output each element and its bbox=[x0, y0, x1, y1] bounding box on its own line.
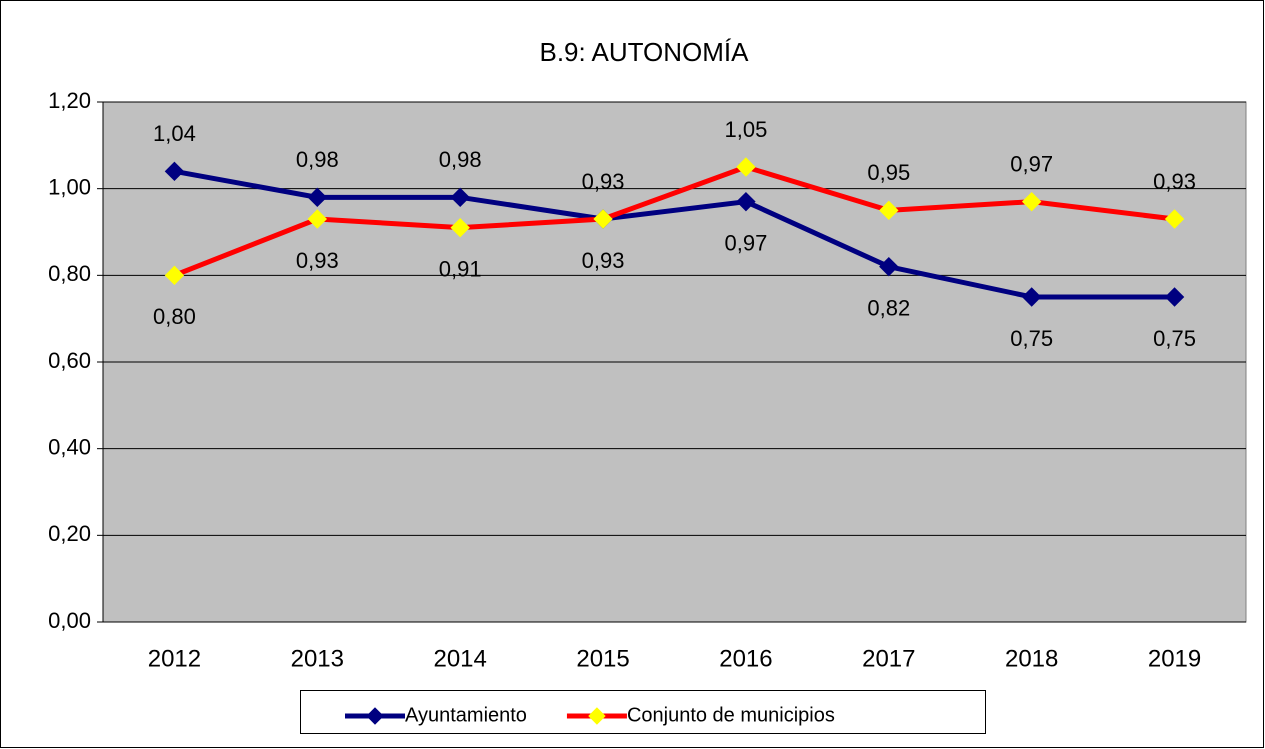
x-tick-label: 2018 bbox=[1005, 645, 1058, 672]
marker bbox=[450, 217, 470, 238]
data-label: 0,93 bbox=[296, 248, 339, 273]
x-tick-label: 2013 bbox=[291, 645, 344, 672]
marker bbox=[736, 191, 756, 212]
marker bbox=[1021, 287, 1042, 307]
legend-marker bbox=[366, 707, 384, 725]
data-label: 0,82 bbox=[867, 295, 910, 320]
data-label: 0,95 bbox=[867, 160, 910, 185]
y-tick-label: 0,00 bbox=[48, 608, 91, 633]
marker bbox=[879, 200, 899, 221]
marker bbox=[1021, 191, 1042, 212]
data-label: 0,98 bbox=[296, 147, 339, 172]
legend-label: Conjunto de municipios bbox=[627, 704, 835, 726]
data-label: 0,93 bbox=[1153, 169, 1196, 194]
x-tick-label: 2016 bbox=[719, 645, 772, 672]
data-label: 1,04 bbox=[153, 121, 196, 146]
marker bbox=[164, 161, 185, 182]
x-tick-label: 2012 bbox=[148, 645, 201, 672]
data-label: 1,05 bbox=[725, 117, 768, 142]
data-label: 0,91 bbox=[439, 256, 482, 281]
data-label: 0,75 bbox=[1153, 326, 1196, 351]
marker bbox=[1164, 209, 1185, 229]
legend-box bbox=[300, 690, 986, 734]
series-line bbox=[173, 168, 1175, 300]
x-tick-label: 2015 bbox=[576, 645, 629, 672]
x-tick-label: 2019 bbox=[1148, 645, 1201, 672]
x-tick-label: 2017 bbox=[862, 645, 915, 672]
x-tick-label: 2014 bbox=[433, 645, 486, 672]
data-label: 0,97 bbox=[1010, 151, 1053, 176]
y-tick-label: 0,20 bbox=[48, 521, 91, 546]
data-label: 0,98 bbox=[439, 147, 482, 172]
series-line bbox=[173, 164, 1175, 278]
data-label: 0,93 bbox=[582, 169, 625, 194]
marker bbox=[164, 265, 185, 286]
y-tick-label: 0,40 bbox=[48, 434, 91, 459]
y-tick-label: 0,60 bbox=[48, 348, 91, 373]
data-label: 0,97 bbox=[725, 230, 768, 255]
marker bbox=[879, 256, 899, 277]
data-label: 0,75 bbox=[1010, 326, 1053, 351]
y-tick-label: 1,00 bbox=[48, 174, 91, 199]
chart-title: B.9: AUTONOMÍA bbox=[539, 37, 749, 67]
y-tick-label: 0,80 bbox=[48, 261, 91, 286]
legend-marker bbox=[588, 707, 606, 725]
marker bbox=[307, 209, 328, 229]
marker bbox=[593, 209, 613, 229]
marker bbox=[1164, 287, 1185, 307]
data-label: 0,80 bbox=[153, 304, 196, 329]
marker bbox=[307, 187, 328, 208]
data-label: 0,93 bbox=[582, 248, 625, 273]
y-tick-label: 1,20 bbox=[48, 88, 91, 113]
marker bbox=[450, 187, 470, 208]
marker bbox=[736, 157, 756, 177]
legend-label: Ayuntamiento bbox=[405, 704, 527, 726]
